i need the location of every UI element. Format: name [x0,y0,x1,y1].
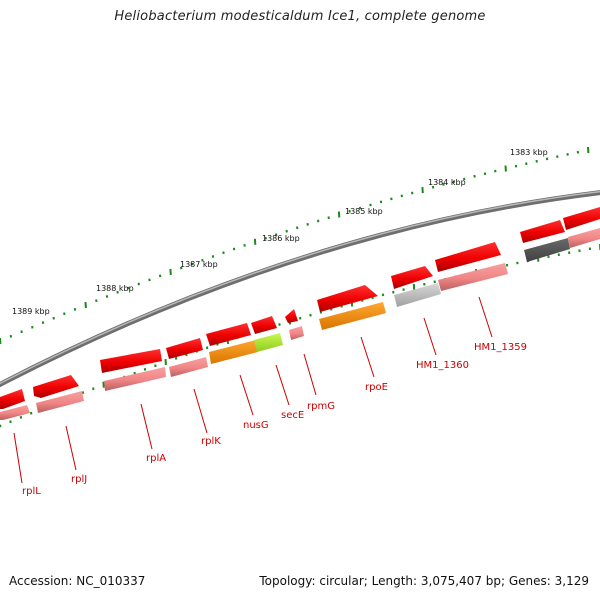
gene-label-rpoE: rpoE [365,382,388,393]
kbp-label-1384: 1384 kbp [428,178,466,187]
gene-block-secE-cds [251,316,277,334]
gene-block-hm1359-cds [435,242,501,272]
gene-block-rplK-strand [169,357,208,377]
gene-block-rpmG-strand [289,326,304,340]
gene-block-rpmG-cds [285,309,298,323]
kbp-scale-labels: 1383 kbp 1384 kbp 1385 kbp 1386 kbp 1387… [12,148,548,316]
accession-text: Accession: NC_010337 [9,574,146,588]
gene-block-right1-strand [524,238,570,262]
gene-block-hm1360-cds [391,266,433,289]
gene-block-rplA-cds [100,349,162,373]
outer-tick-track [0,146,590,345]
gene-block-right2-strand [568,228,600,248]
gene-block-rplL-strand [0,405,30,420]
gene-block-right2-cds [563,207,600,230]
gene-block-rplJ-cds [33,375,79,398]
genome-summary-text: Topology: circular; Length: 3,075,407 bp… [259,574,589,588]
gene-label-nusG: nusG [243,420,269,431]
gene-block-right1-cds [520,220,565,243]
genome-backbone [0,190,600,388]
gene-block-nusG-cds [206,323,251,346]
gene-block-hm1359-strand [438,263,508,291]
kbp-label-1389: 1389 kbp [12,307,50,316]
gene-label-rplJ: rplJ [71,474,87,485]
kbp-label-1386: 1386 kbp [262,234,300,243]
gene-leader-lines [13,296,493,484]
gene-label-hm1359: HM1_1359 [474,342,527,353]
gene-label-rplL: rplL [22,486,41,497]
gene-block-rpoE-cds [317,285,378,312]
gene-block-secE-strand [254,333,283,352]
gene-block-nusG-strand [209,340,258,364]
kbp-label-1387: 1387 kbp [180,260,218,269]
kbp-label-1385: 1385 kbp [345,207,383,216]
gene-block-rplL-cds [0,389,25,409]
gene-block-rplJ-strand [36,391,84,413]
gene-label-rplK: rplK [201,436,221,447]
gene-block-rpoE-strand [319,302,386,330]
gene-label-hm1360: HM1_1360 [416,360,469,371]
gene-label-rplA: rplA [146,453,166,464]
gene-label-secE: secE [281,410,304,421]
gene-block-rplK-cds [166,338,203,359]
kbp-label-1383: 1383 kbp [510,148,548,157]
gene-block-rplA-strand [104,367,166,391]
gene-block-hm1360-strand [394,283,441,307]
gene-features [0,207,600,420]
map-title: Heliobacterium modesticaldum Ice1, compl… [114,9,486,24]
gene-labels: rplL rplJ rplA rplK nusG secE rpmG rpoE … [22,342,527,497]
kbp-label-1388: 1388 kbp [96,284,134,293]
gene-label-rpmG: rpmG [307,401,335,412]
